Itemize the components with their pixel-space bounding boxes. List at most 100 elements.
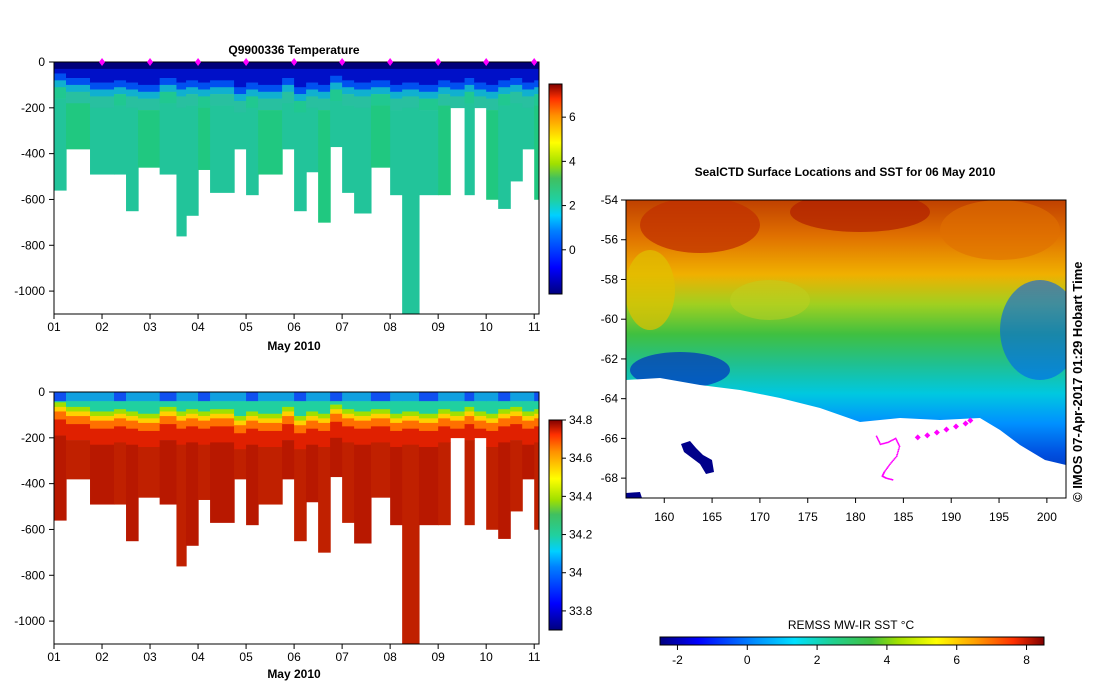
section-cell [498,401,511,410]
salinity-y-axis: 0 -200 -400 -600 -800 -1000 [14,385,54,628]
section-cell [282,78,295,86]
section-cell [330,82,343,90]
section-cell [282,440,295,480]
section-cell [138,392,161,402]
section-cell [330,409,343,415]
section-cell [210,409,235,415]
section-cell [354,411,372,417]
section-cell [498,80,511,88]
section-cell [210,413,235,419]
section-cell [114,442,127,505]
section-cell [318,84,331,93]
lon-tick-label: 165 [702,510,722,524]
section-cell [54,98,67,191]
section-cell [210,68,235,81]
section-cell [114,94,127,106]
section-cell [210,442,235,523]
temperature-x-axis: 01 02 03 04 05 06 07 08 09 10 11 [47,314,541,334]
section-cell [186,401,199,410]
lat-tick-label: -64 [601,392,619,406]
section-cell [66,68,91,79]
section-cell [510,103,523,182]
section-cell [66,78,91,86]
section-cell [159,406,178,412]
section-cell [114,87,127,95]
y-tick-label: -1000 [14,284,45,298]
section-cell [90,107,115,175]
section-cell [114,68,127,81]
imos-credit: © IMOS 07-Apr-2017 01:29 Hobart Time [1070,261,1085,502]
x-tick-label: 07 [335,320,349,334]
section-cell [390,446,403,526]
section-cell [498,62,511,70]
track-dot [889,463,891,466]
section-cell [354,444,372,544]
section-cell [66,91,91,104]
section-cell [198,416,211,421]
section-cell [294,112,307,212]
warm-patch [626,250,675,330]
section-cell [534,62,539,70]
section-cell [354,392,372,402]
station-marker [387,58,394,66]
section-cell [258,91,283,99]
section-cell [418,62,439,70]
section-cell [294,392,307,402]
section-cell [534,68,539,81]
sst-colorbar [659,636,1045,646]
track-dot [898,447,900,449]
section-cell [294,68,307,88]
section-cell [159,401,178,408]
y-tick-label: -200 [21,431,45,445]
section-cell [54,62,67,70]
map-frame [625,199,1067,499]
track-dot [887,465,889,468]
section-cell [464,84,475,93]
colorbar-tick-label: 6 [569,110,576,124]
colorbar-tick-label: 0 [569,243,576,257]
x-tick-label: 11 [528,650,541,664]
surface-location-marker [924,432,931,439]
section-cell [438,94,451,106]
section-cell [418,430,439,448]
section-cell [54,73,67,81]
section-cell [159,411,178,417]
section-cell [54,392,67,402]
section-cell [330,392,343,402]
section-cell [438,80,451,88]
lat-tick-label: -66 [601,431,619,445]
section-cell [282,416,295,425]
section-cell [438,105,451,196]
section-cell [159,440,178,505]
section-cell [474,401,487,412]
section-cell [234,420,247,426]
section-cell [418,401,439,415]
x-tick-label: 01 [47,650,61,664]
section-cell [186,413,199,419]
section-cell [234,449,247,480]
section-cell [138,413,161,419]
section-cell [450,89,466,97]
section-cell [390,98,403,111]
colorbar-tick-label: 2 [569,199,576,213]
section-cell [234,425,247,434]
section-cell [282,406,295,412]
map-lat-axis: -54 -56 -58 -60 -62 -64 -66 -68 [601,193,626,485]
section-cell [306,96,319,109]
section-cell [474,62,487,70]
section-cell [294,420,307,426]
section-cell [234,401,247,417]
section-cell [438,442,451,526]
section-cell [534,442,539,530]
section-cell [294,433,307,450]
section-cell [159,62,178,70]
surface-location-marker [962,420,969,427]
section-cell [138,430,161,448]
section-cell [370,105,391,168]
salinity-plot-frame [53,391,540,645]
x-tick-label: 02 [95,320,109,334]
section-cell [186,409,199,415]
section-cell [498,426,511,443]
section-cell [342,105,355,193]
